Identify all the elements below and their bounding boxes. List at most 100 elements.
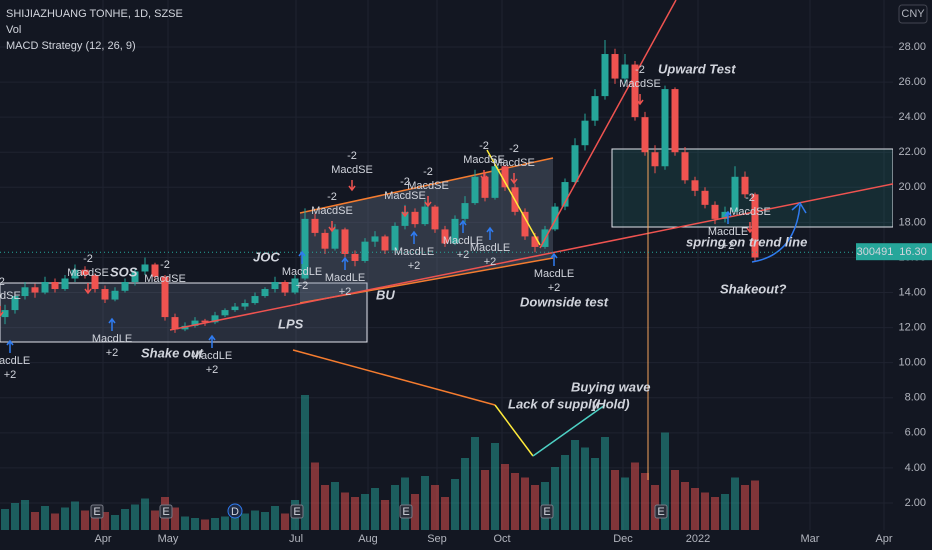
- signal-qty: -2: [509, 143, 519, 155]
- signal-arrow: [6, 339, 14, 353]
- candle-body: [91, 274, 99, 290]
- signal-label: MacdLE: [92, 333, 132, 345]
- candle-body: [261, 289, 269, 297]
- signal-arrow: [348, 180, 356, 192]
- signal-qty: +2: [4, 369, 17, 381]
- volume-bar: [151, 510, 159, 530]
- event-marker: [540, 504, 554, 519]
- signal-qty: +2: [457, 249, 470, 261]
- volume-bar: [271, 506, 279, 530]
- candle-body: [11, 296, 19, 311]
- y-tick-label: 18.00: [898, 216, 926, 228]
- candle-body: [481, 176, 489, 198]
- volume-bar: [211, 518, 219, 530]
- signal-arrow: [401, 206, 409, 218]
- candle-body: [611, 54, 619, 79]
- event-marker: [90, 504, 104, 519]
- signal-label: MacdLE: [470, 242, 510, 254]
- candle-body: [571, 145, 579, 183]
- signal-label: MacdLE: [708, 226, 748, 238]
- signal-arrow: [108, 317, 116, 331]
- candle-body: [271, 282, 279, 290]
- volume-bar: [31, 512, 39, 530]
- candle-body: [61, 278, 69, 290]
- candle-body: [561, 182, 569, 207]
- volume-bar: [511, 473, 519, 530]
- volume-bar: [341, 492, 349, 530]
- annotation: Shake out: [141, 345, 204, 360]
- y-tick-label: 2.00: [905, 497, 926, 509]
- signal-label: MacdSE: [311, 205, 353, 217]
- y-tick-label: 28.00: [898, 41, 926, 53]
- volume-bar: [101, 512, 109, 530]
- signal-arrow: [724, 210, 732, 224]
- volume-layer: [1, 395, 759, 530]
- volume-bar: [121, 509, 129, 530]
- candle-body: [401, 211, 409, 226]
- event-marker: [290, 504, 304, 519]
- candle-body: [591, 96, 599, 121]
- y-tick-label: 22.00: [898, 146, 926, 158]
- signal-label: MacdSE: [619, 78, 661, 90]
- signal-label: MacdLE: [534, 268, 574, 280]
- signal-qty: +2: [106, 347, 119, 359]
- volume-bar: [1, 509, 9, 530]
- event-label: E: [657, 506, 664, 518]
- annotation: Upward Test: [658, 61, 736, 76]
- candle-body: [531, 236, 539, 247]
- candle-body: [411, 211, 419, 225]
- candle-body: [361, 241, 369, 261]
- axes: 2.004.006.008.0010.0012.0014.0016.0018.0…: [94, 41, 926, 545]
- annotation: (Hold): [592, 396, 630, 411]
- annotation: spring on trend line: [686, 234, 807, 249]
- signal-label: MacdSE: [729, 206, 771, 218]
- currency: CNY: [901, 8, 925, 20]
- signal-qty: +2: [339, 286, 352, 298]
- annotation: Shakeout?: [720, 281, 787, 296]
- trend-line: [486, 149, 541, 246]
- volume-bar: [171, 507, 179, 530]
- candle-body: [131, 271, 139, 283]
- volume-bar: [391, 485, 399, 530]
- volume-bar: [721, 494, 729, 530]
- event-label: E: [93, 506, 100, 518]
- candle-body: [741, 176, 749, 195]
- range-box: [0, 282, 368, 343]
- signal-label: MacdLE: [325, 272, 365, 284]
- volume-bar: [451, 479, 459, 530]
- x-tick-label: Apr: [875, 533, 892, 545]
- signal-arrow: [208, 334, 216, 348]
- volume-bar: [11, 503, 19, 530]
- y-tick-label: 4.00: [905, 462, 926, 474]
- candle-body: [141, 264, 149, 272]
- candle-body: [111, 290, 119, 300]
- volume-bar: [601, 437, 609, 530]
- signal-qty: +2: [206, 364, 219, 376]
- volume-bar: [561, 455, 569, 530]
- volume-bar: [231, 515, 239, 530]
- grid: [0, 0, 893, 530]
- signal-arrow: [161, 289, 169, 301]
- event-marker: [227, 503, 243, 519]
- volume-bar: [681, 482, 689, 530]
- signal-label: MacdLE: [192, 350, 232, 362]
- y-tick-label: 26.00: [898, 76, 926, 88]
- event-label: E: [402, 506, 409, 518]
- signal-qty: -2: [400, 176, 410, 188]
- x-tick-label: Dec: [613, 533, 633, 545]
- x-tick-label: Apr: [94, 533, 111, 545]
- signal-label: MacdLE: [0, 355, 30, 367]
- volume-bar: [91, 509, 99, 530]
- signal-qty: -2: [327, 191, 337, 203]
- volume-bar: [751, 480, 759, 530]
- indicator: MACD Strategy (12, 26, 9): [6, 40, 136, 52]
- trend-line: [169, 175, 932, 331]
- ticker-tag: [856, 243, 894, 261]
- note-line: [532, 404, 606, 457]
- signal-label: MacdSE: [407, 180, 449, 192]
- x-tick-label: Oct: [493, 533, 510, 545]
- volume-bar: [111, 515, 119, 530]
- volume-bar: [191, 518, 199, 530]
- signal-label: MacdSE: [0, 290, 21, 302]
